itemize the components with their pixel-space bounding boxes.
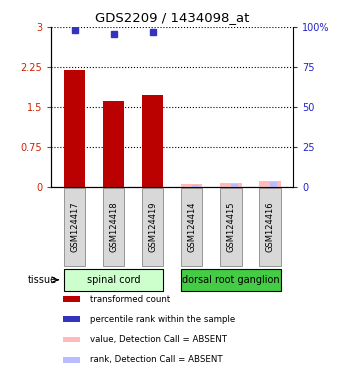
Bar: [63, 357, 80, 362]
Text: GSM124418: GSM124418: [109, 202, 118, 252]
Text: GSM124419: GSM124419: [148, 202, 157, 252]
Bar: [192, 185, 199, 187]
Text: transformed count: transformed count: [90, 295, 170, 304]
Bar: [63, 296, 80, 302]
Title: GDS2209 / 1434098_at: GDS2209 / 1434098_at: [95, 11, 249, 24]
Bar: [220, 188, 241, 266]
Bar: [103, 188, 124, 266]
Bar: [64, 269, 163, 291]
Bar: [231, 184, 238, 187]
Bar: [64, 188, 85, 266]
Bar: [142, 188, 163, 266]
Bar: [181, 184, 203, 187]
Text: tissue: tissue: [28, 275, 57, 285]
Bar: [181, 188, 203, 266]
Bar: [270, 182, 277, 187]
Bar: [259, 180, 281, 187]
Bar: [181, 269, 281, 291]
Bar: [64, 70, 85, 187]
Text: GSM124415: GSM124415: [226, 202, 235, 252]
Bar: [63, 316, 80, 322]
Text: percentile rank within the sample: percentile rank within the sample: [90, 315, 235, 324]
Bar: [259, 188, 281, 266]
Bar: [220, 183, 241, 187]
Bar: [103, 101, 124, 187]
Text: value, Detection Call = ABSENT: value, Detection Call = ABSENT: [90, 335, 227, 344]
Text: GSM124417: GSM124417: [70, 202, 79, 252]
Text: GSM124414: GSM124414: [187, 202, 196, 252]
Text: GSM124416: GSM124416: [265, 202, 274, 252]
Bar: [63, 336, 80, 343]
Text: rank, Detection Call = ABSENT: rank, Detection Call = ABSENT: [90, 355, 223, 364]
Text: dorsal root ganglion: dorsal root ganglion: [182, 275, 280, 285]
Text: spinal cord: spinal cord: [87, 275, 140, 285]
Bar: [142, 95, 163, 187]
